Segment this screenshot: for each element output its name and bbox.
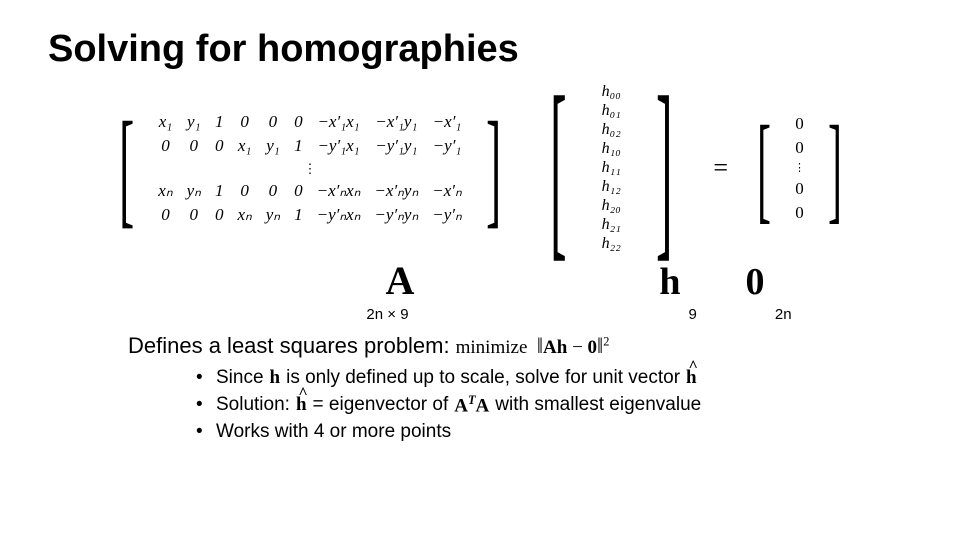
symbol-row: A h 0 (48, 257, 912, 304)
vector-h-entry: h₀₂ (602, 121, 621, 139)
matrix-cell: 0 (237, 181, 251, 201)
bracket-right-h: ] (656, 83, 673, 253)
expr-Ah: Ah (543, 337, 567, 358)
matrix-cell: −y′₁x₁ (317, 136, 361, 156)
vdots: ⋮ (158, 160, 461, 177)
bullet-list: • Since h is only defined up to scale, s… (196, 367, 912, 443)
matrix-cell: −x′ₙyₙ (374, 181, 418, 201)
matrix-cell: 1 (294, 205, 303, 225)
vector-h-entry: h₁₁ (602, 159, 621, 177)
vector-h-entry: h₂₁ (602, 216, 621, 234)
matrix-cell: −y′ₙyₙ (374, 205, 418, 225)
h-hat-symbol: h (686, 367, 697, 389)
matrix-cell: 0 (215, 205, 224, 225)
bullet-3: • Works with 4 or more points (196, 421, 912, 443)
matrix-cell: −y′ₙ (432, 205, 462, 225)
slide: Solving for homographies [ x₁y₁1000−x′₁x… (0, 0, 960, 467)
vector-h-entry: h₂₀ (602, 197, 621, 215)
matrix-cell: y₁ (187, 112, 201, 132)
vector-h-entry: h₁₂ (602, 178, 621, 196)
vector-zero-entry: 0 (794, 138, 805, 158)
bracket-left-A: [ (119, 113, 134, 224)
homography-equation: [ x₁y₁1000−x′₁x₁−x′₁y₁−x′₁000x₁y₁1−y′₁x₁… (48, 83, 912, 253)
matrix-cell: −y′₁y₁ (374, 136, 418, 156)
h-hat-symbol-2: h (296, 394, 307, 416)
matrix-cell: xₙ (237, 205, 251, 225)
least-squares-line: Defines a least squares problem: minimiz… (128, 333, 912, 359)
dim-zero: 2n (775, 306, 792, 323)
matrix-cell: 0 (237, 112, 251, 132)
vector-h: h₀₀h₀₁h₀₂h₁₀h₁₁h₁₂h₂₀h₂₁h₂₂ (602, 83, 621, 253)
matrix-cell: −x′₁x₁ (317, 112, 361, 132)
matrix-cell: 0 (187, 136, 201, 156)
matrix-cell: −x′ₙxₙ (317, 181, 361, 201)
matrix-A: x₁y₁1000−x′₁x₁−x′₁y₁−x′₁000x₁y₁1−y′₁x₁−y… (158, 112, 461, 225)
matrix-cell: 1 (215, 181, 224, 201)
ls-prefix: Defines a least squares problem: (128, 333, 450, 359)
vector-h-entry: h₀₀ (602, 83, 621, 101)
minimize-word: minimize (456, 337, 528, 358)
matrix-cell: 0 (266, 112, 280, 132)
matrix-cell: −x′ₙ (432, 181, 462, 201)
matrix-cell: yₙ (187, 181, 201, 201)
symbol-A: A (385, 257, 414, 304)
matrix-cell: yₙ (266, 205, 280, 225)
dim-h: 9 (689, 306, 697, 323)
matrix-cell: x₁ (158, 112, 172, 132)
matrix-cell: 1 (215, 112, 224, 132)
matrix-cell: −x′₁ (432, 112, 462, 132)
h-symbol: h (270, 367, 281, 389)
vector-h-entry: h₁₀ (602, 140, 621, 158)
page-title: Solving for homographies (48, 28, 912, 71)
matrix-cell: 1 (294, 136, 303, 156)
expr-zero: 0 (588, 337, 598, 358)
matrix-cell: y₁ (266, 136, 280, 156)
vector-zero-entry: ⋮ (794, 162, 805, 175)
matrix-cell: 0 (215, 136, 224, 156)
matrix-cell: 0 (266, 181, 280, 201)
matrix-cell: x₁ (237, 136, 251, 156)
matrix-cell: 0 (158, 205, 172, 225)
matrix-cell: −y′ₙxₙ (317, 205, 361, 225)
bracket-left-h: [ (550, 83, 567, 253)
matrix-cell: −y′₁ (432, 136, 462, 156)
equals-sign: = (707, 153, 734, 183)
bracket-left-zero: [ (757, 117, 771, 219)
vector-h-entry: h₀₁ (602, 102, 621, 120)
dimension-row: 2n × 9 9 2n (48, 306, 912, 323)
ls-expression: minimize ‖Ah − 0‖2 (456, 334, 610, 359)
vector-zero-entry: 0 (794, 203, 805, 223)
vector-zero: 0 0 ⋮ 0 0 (794, 114, 805, 223)
matrix-cell: 0 (294, 112, 303, 132)
matrix-cell: 0 (187, 205, 201, 225)
bullet-2: • Solution: h = eigenvector of ATA with … (196, 393, 912, 417)
matrix-cell: 0 (294, 181, 303, 201)
vector-zero-entry: 0 (794, 179, 805, 199)
ATA-symbol: ATA (454, 393, 489, 417)
dim-A: 2n × 9 (366, 306, 408, 323)
matrix-cell: 0 (158, 136, 172, 156)
bracket-right-zero: ] (828, 117, 842, 219)
symbol-zero: 0 (746, 260, 765, 304)
bracket-right-A: ] (486, 113, 501, 224)
vector-zero-entry: 0 (794, 114, 805, 134)
matrix-cell: xₙ (158, 181, 172, 201)
matrix-cell: −x′₁y₁ (374, 112, 418, 132)
vector-h-entry: h₂₂ (602, 235, 621, 253)
